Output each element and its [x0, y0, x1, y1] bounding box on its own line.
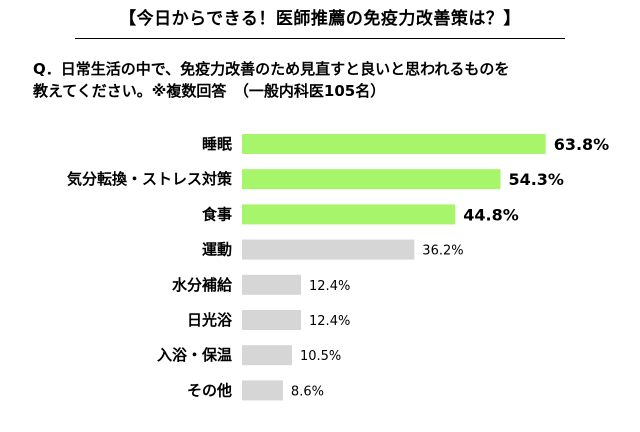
bar [242, 169, 501, 190]
bar [242, 345, 292, 366]
category-label: 睡眠 [202, 135, 232, 153]
category-label: 運動 [202, 241, 232, 259]
category-label: 食事 [202, 205, 232, 223]
bar [242, 310, 302, 330]
category-label: 水分補給 [172, 276, 233, 294]
value-label: 36.2% [422, 244, 463, 259]
title-underline [75, 38, 565, 39]
question-text: Q．日常生活の中で、免疫力改善のため見直すと良いと思われるものを 教えてください… [33, 58, 633, 102]
bar [242, 239, 415, 260]
value-label: 12.4% [309, 279, 350, 294]
value-label: 10.5% [300, 349, 341, 364]
value-label: 8.6% [291, 384, 324, 399]
question-line-2: 教えてください。※複数回答 （一般内科医105名） [33, 82, 386, 100]
category-label: 入浴・保温 [157, 346, 232, 364]
value-label: 12.4% [309, 314, 350, 329]
category-label: 気分転換・ストレス対策 [67, 170, 233, 188]
bar [242, 204, 456, 225]
category-label: 日光浴 [187, 311, 233, 329]
bar [242, 274, 302, 295]
value-label: 44.8% [463, 205, 519, 224]
bar [242, 380, 283, 401]
category-label: その他 [187, 381, 232, 399]
chart-title: 【今日からできる！医師推薦の免疫力改善策は？】 [119, 9, 521, 29]
value-label: 54.3% [508, 170, 564, 189]
value-label: 63.8% [554, 135, 610, 154]
question-line-1: Q．日常生活の中で、免疫力改善のため見直すと良いと思われるものを [33, 60, 510, 78]
bar [242, 134, 546, 154]
